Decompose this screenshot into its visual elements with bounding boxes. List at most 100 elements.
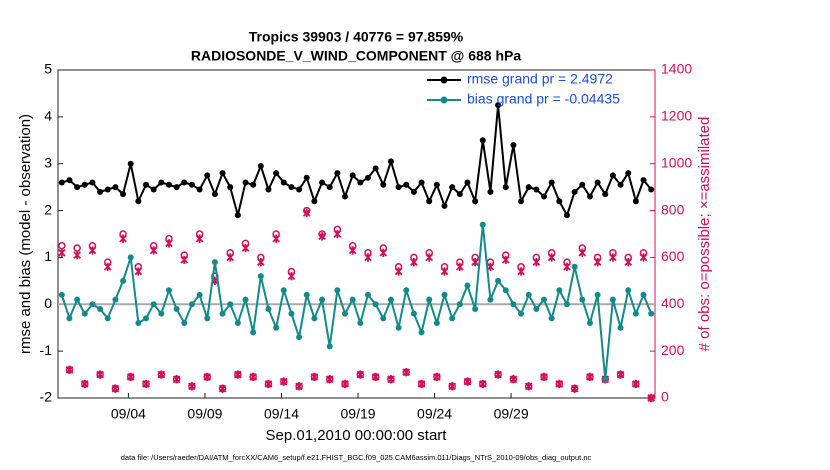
point: [364, 291, 371, 298]
point: [533, 305, 540, 312]
point: [387, 375, 395, 384]
point: [273, 324, 280, 331]
point: [265, 186, 272, 193]
point: [81, 181, 88, 188]
point: [288, 184, 295, 191]
point: [357, 179, 364, 186]
point: [334, 287, 341, 294]
point: [226, 248, 234, 257]
point: [586, 373, 594, 381]
point: [547, 248, 556, 257]
point: [120, 191, 127, 198]
point: [617, 181, 624, 188]
point: [264, 380, 273, 388]
point: [97, 305, 104, 312]
y-tick-label: -1: [40, 342, 53, 358]
point: [495, 277, 502, 284]
point: [150, 186, 157, 193]
point: [257, 163, 264, 170]
y2-axis-label: # of obs: o=possible; ×=assimilated: [696, 117, 713, 352]
point: [188, 301, 195, 308]
point: [188, 181, 195, 188]
point: [609, 172, 616, 179]
point: [625, 170, 632, 177]
point: [74, 184, 81, 191]
x-tick-label: 09/14: [264, 406, 299, 422]
point: [104, 258, 112, 266]
point: [242, 296, 249, 303]
point: [287, 267, 296, 276]
point: [525, 184, 532, 191]
point: [471, 253, 479, 262]
point: [342, 310, 349, 317]
point: [379, 244, 388, 252]
point: [403, 181, 410, 188]
point: [73, 250, 81, 260]
point: [395, 184, 402, 191]
x-tick-label: 09/24: [417, 406, 452, 422]
point: [609, 248, 617, 257]
point: [403, 287, 410, 294]
point: [165, 181, 172, 188]
point: [540, 373, 548, 381]
point: [273, 170, 280, 177]
point: [326, 343, 333, 350]
x-tick-label: 09/09: [187, 406, 222, 422]
point: [571, 263, 578, 270]
point: [81, 310, 88, 317]
point: [66, 177, 73, 184]
point: [463, 377, 472, 386]
point: [112, 296, 119, 303]
point: [532, 253, 541, 262]
y-tick-label: 5: [44, 61, 52, 77]
point: [380, 315, 387, 322]
point: [227, 301, 234, 308]
point: [257, 253, 265, 262]
point: [219, 170, 226, 177]
y2-tick-label: 1200: [661, 108, 692, 124]
point: [288, 310, 295, 317]
point: [518, 198, 525, 205]
point: [441, 202, 448, 209]
y-tick-label: 1: [44, 248, 52, 264]
point: [119, 230, 127, 238]
point: [65, 366, 74, 374]
point: [394, 263, 403, 271]
point: [81, 380, 89, 388]
point: [563, 301, 570, 308]
point: [563, 258, 571, 266]
point: [280, 377, 288, 386]
point: [341, 380, 349, 388]
x-tick-label: 09/29: [494, 406, 529, 422]
point: [74, 296, 81, 303]
point: [617, 324, 624, 331]
point: [158, 179, 165, 186]
point: [180, 251, 189, 259]
point: [218, 384, 227, 393]
point: [647, 394, 655, 402]
point: [172, 375, 181, 384]
y2-tick-label: 600: [661, 248, 685, 264]
point: [548, 179, 555, 186]
point: [609, 296, 616, 303]
point: [495, 102, 502, 109]
point: [342, 193, 349, 200]
point: [509, 375, 518, 384]
point: [426, 296, 433, 303]
point: [594, 291, 601, 298]
y2-tick-label: 400: [661, 295, 685, 311]
point: [211, 191, 218, 198]
point: [173, 305, 180, 312]
plot-area: [57, 69, 656, 399]
point: [479, 380, 487, 388]
point: [417, 380, 426, 388]
point: [533, 186, 540, 193]
point: [73, 244, 81, 252]
y2-tick-label: 800: [661, 201, 685, 217]
point: [410, 188, 417, 195]
point: [555, 380, 564, 388]
point: [487, 296, 494, 303]
point: [456, 191, 463, 198]
point: [502, 251, 510, 259]
point: [456, 258, 464, 266]
